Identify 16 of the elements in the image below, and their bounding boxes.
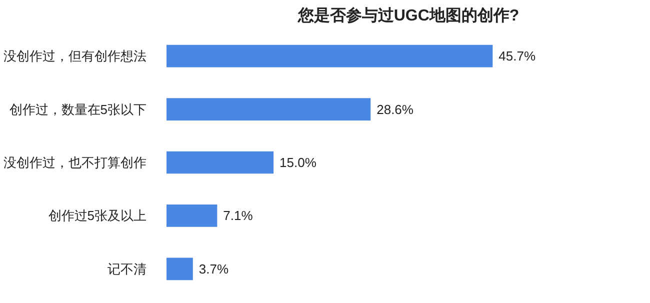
data-label: 3.7%	[198, 261, 229, 276]
bar	[166, 44, 493, 68]
bar	[166, 98, 371, 120]
chart-title: 您是否参与过UGC地图的创作?	[296, 6, 520, 24]
y-tick-label: 没创作过，也不打算创作	[4, 155, 146, 170]
data-label: 15.0%	[280, 155, 317, 170]
y-tick-label: 没创作过，但有创作想法	[4, 48, 146, 64]
y-tick-label: 创作过，数量在5张以下	[9, 102, 147, 117]
data-label: 28.6%	[376, 102, 414, 117]
data-label: 45.7%	[498, 48, 536, 64]
y-tick-label: 记不清	[108, 261, 146, 276]
data-label: 7.1%	[223, 208, 254, 224]
bar	[166, 204, 218, 227]
bar	[166, 151, 274, 174]
y-tick-label: 创作过5张及以上	[48, 208, 147, 224]
bar	[166, 258, 193, 280]
